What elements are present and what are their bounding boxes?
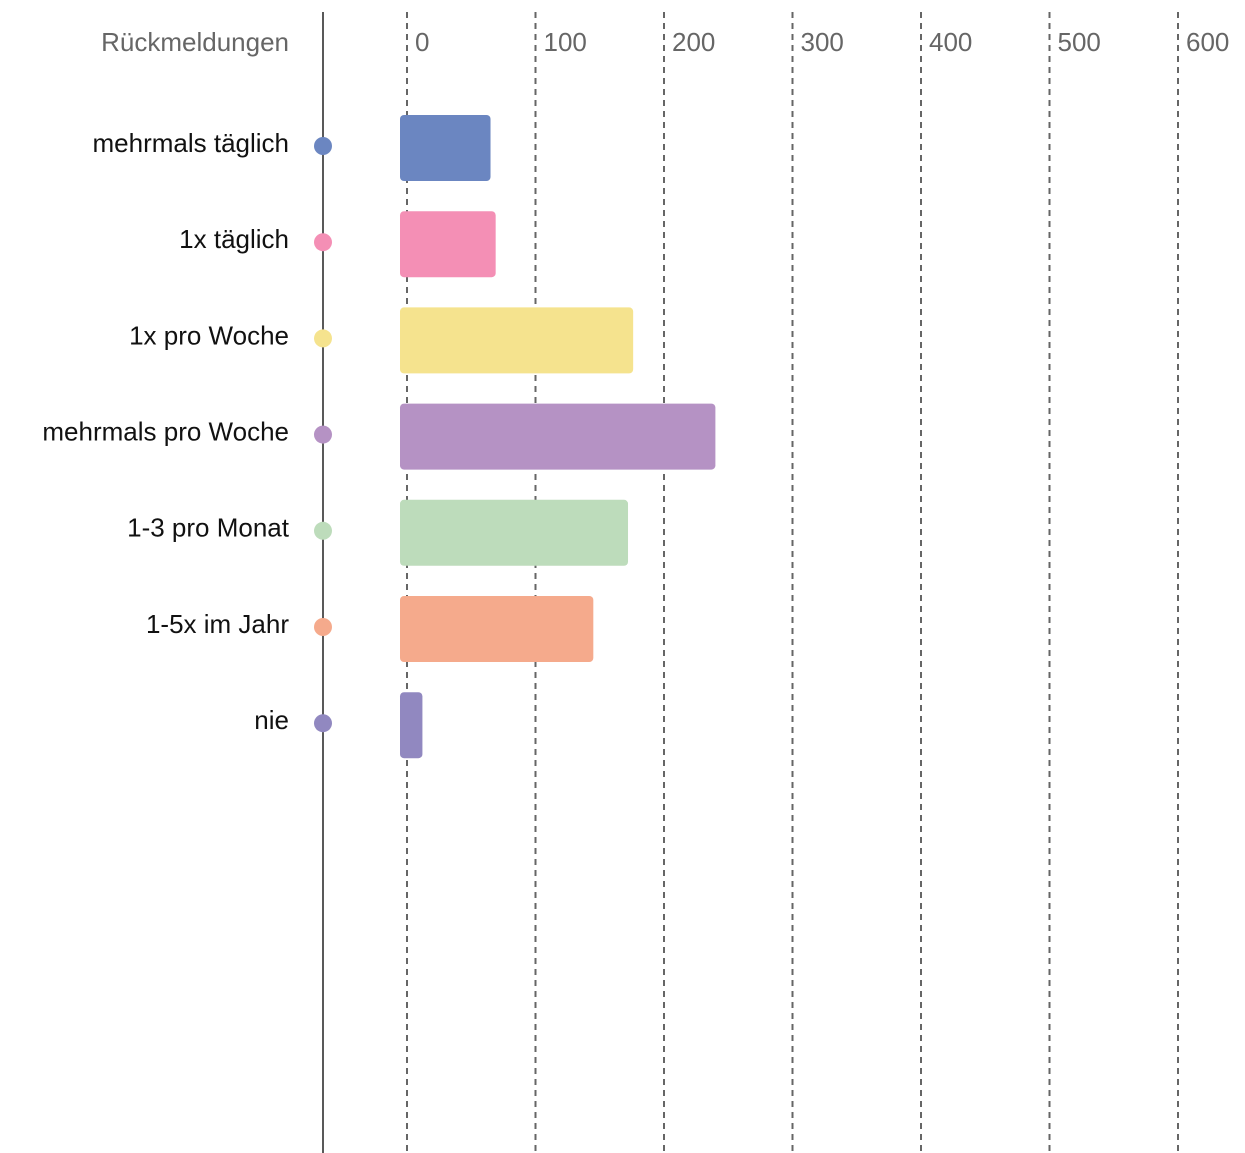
category-label: 1x pro Woche xyxy=(129,320,289,350)
x-tick-label: 100 xyxy=(544,27,587,57)
x-tick-label: 0 xyxy=(415,27,429,57)
x-tick-label: 200 xyxy=(672,27,715,57)
category-label: mehrmals täglich xyxy=(92,128,289,158)
category-dot xyxy=(314,329,332,348)
category-label: mehrmals pro Woche xyxy=(42,416,289,446)
category-label: 1x täglich xyxy=(179,224,289,254)
category-label: nie xyxy=(254,705,289,735)
bar xyxy=(400,403,716,470)
bar xyxy=(400,692,423,759)
bar xyxy=(400,307,634,374)
category-dot xyxy=(314,137,332,155)
x-tick-label: 400 xyxy=(929,27,972,57)
category-dot xyxy=(314,714,332,733)
category-dot xyxy=(314,521,332,540)
category-dot xyxy=(314,425,332,444)
category-dot xyxy=(314,233,332,252)
category-header: Rückmeldungen xyxy=(101,27,289,57)
bar xyxy=(400,115,491,181)
category-dot xyxy=(314,618,332,636)
bar xyxy=(400,596,594,662)
x-tick-label: 600 xyxy=(1186,27,1229,57)
bar xyxy=(400,499,629,566)
category-label: 1-3 pro Monat xyxy=(127,513,290,543)
bar xyxy=(400,211,496,278)
x-tick-label: 300 xyxy=(801,27,844,57)
category-label: 1-5x im Jahr xyxy=(146,609,289,639)
x-tick-label: 500 xyxy=(1058,27,1101,57)
